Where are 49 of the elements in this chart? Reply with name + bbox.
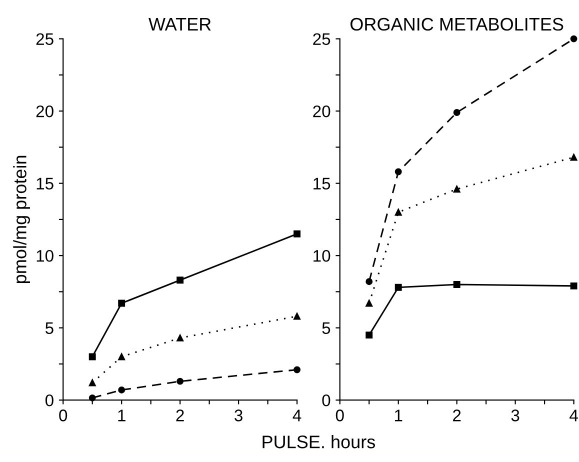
point: [176, 378, 184, 385]
point: [294, 312, 300, 320]
y-axis-title: pmol/mg protein: [13, 156, 30, 284]
point: [366, 300, 373, 307]
y-tick-label: 10: [314, 250, 330, 262]
x-tick-label: 2: [176, 410, 184, 422]
point: [118, 300, 126, 307]
x-tick-label: 2: [453, 410, 461, 422]
point: [570, 35, 578, 42]
point: [176, 276, 184, 284]
point: [366, 278, 373, 286]
point: [453, 109, 460, 116]
point: [570, 154, 578, 161]
y-tick-label: 20: [36, 105, 54, 118]
point: [453, 186, 460, 193]
point: [453, 281, 460, 288]
y-tick-label: 25: [36, 33, 54, 46]
point: [394, 168, 402, 176]
point: [394, 284, 402, 291]
x-axis-title: PULSE. hours: [262, 435, 376, 448]
x-tick-label: 4: [570, 410, 578, 422]
x-tick-label: 3: [234, 410, 242, 422]
y-tick-label: 20: [313, 105, 330, 118]
point: [294, 366, 300, 374]
x-tick-label: 1: [394, 410, 402, 422]
y-tick-label: 10: [36, 250, 54, 262]
x-tick-label: 0: [336, 410, 344, 422]
y-tick-label: 15: [36, 178, 54, 190]
x-tick-label: 0: [59, 410, 68, 422]
y-tick-label: 0: [322, 394, 330, 406]
point: [118, 386, 126, 394]
point: [366, 332, 373, 339]
point: [88, 379, 96, 386]
y-tick-label: 0: [45, 394, 54, 406]
chart-title: WATER: [148, 18, 211, 30]
x-tick-label: 4: [292, 410, 302, 422]
point: [88, 353, 96, 360]
x-tick-label: 1: [118, 410, 126, 422]
point: [176, 334, 184, 342]
x-tick-label: 3: [511, 410, 520, 422]
y-tick-label: 5: [45, 322, 54, 334]
point: [294, 230, 300, 238]
y-tick-label: 15: [314, 178, 330, 190]
point: [118, 353, 126, 360]
y-tick-label: 25: [313, 33, 330, 46]
y-tick-label: 5: [322, 322, 330, 334]
chart-title: ORGANIC METABOLITES: [350, 18, 564, 31]
point: [570, 282, 578, 290]
point: [394, 208, 402, 216]
